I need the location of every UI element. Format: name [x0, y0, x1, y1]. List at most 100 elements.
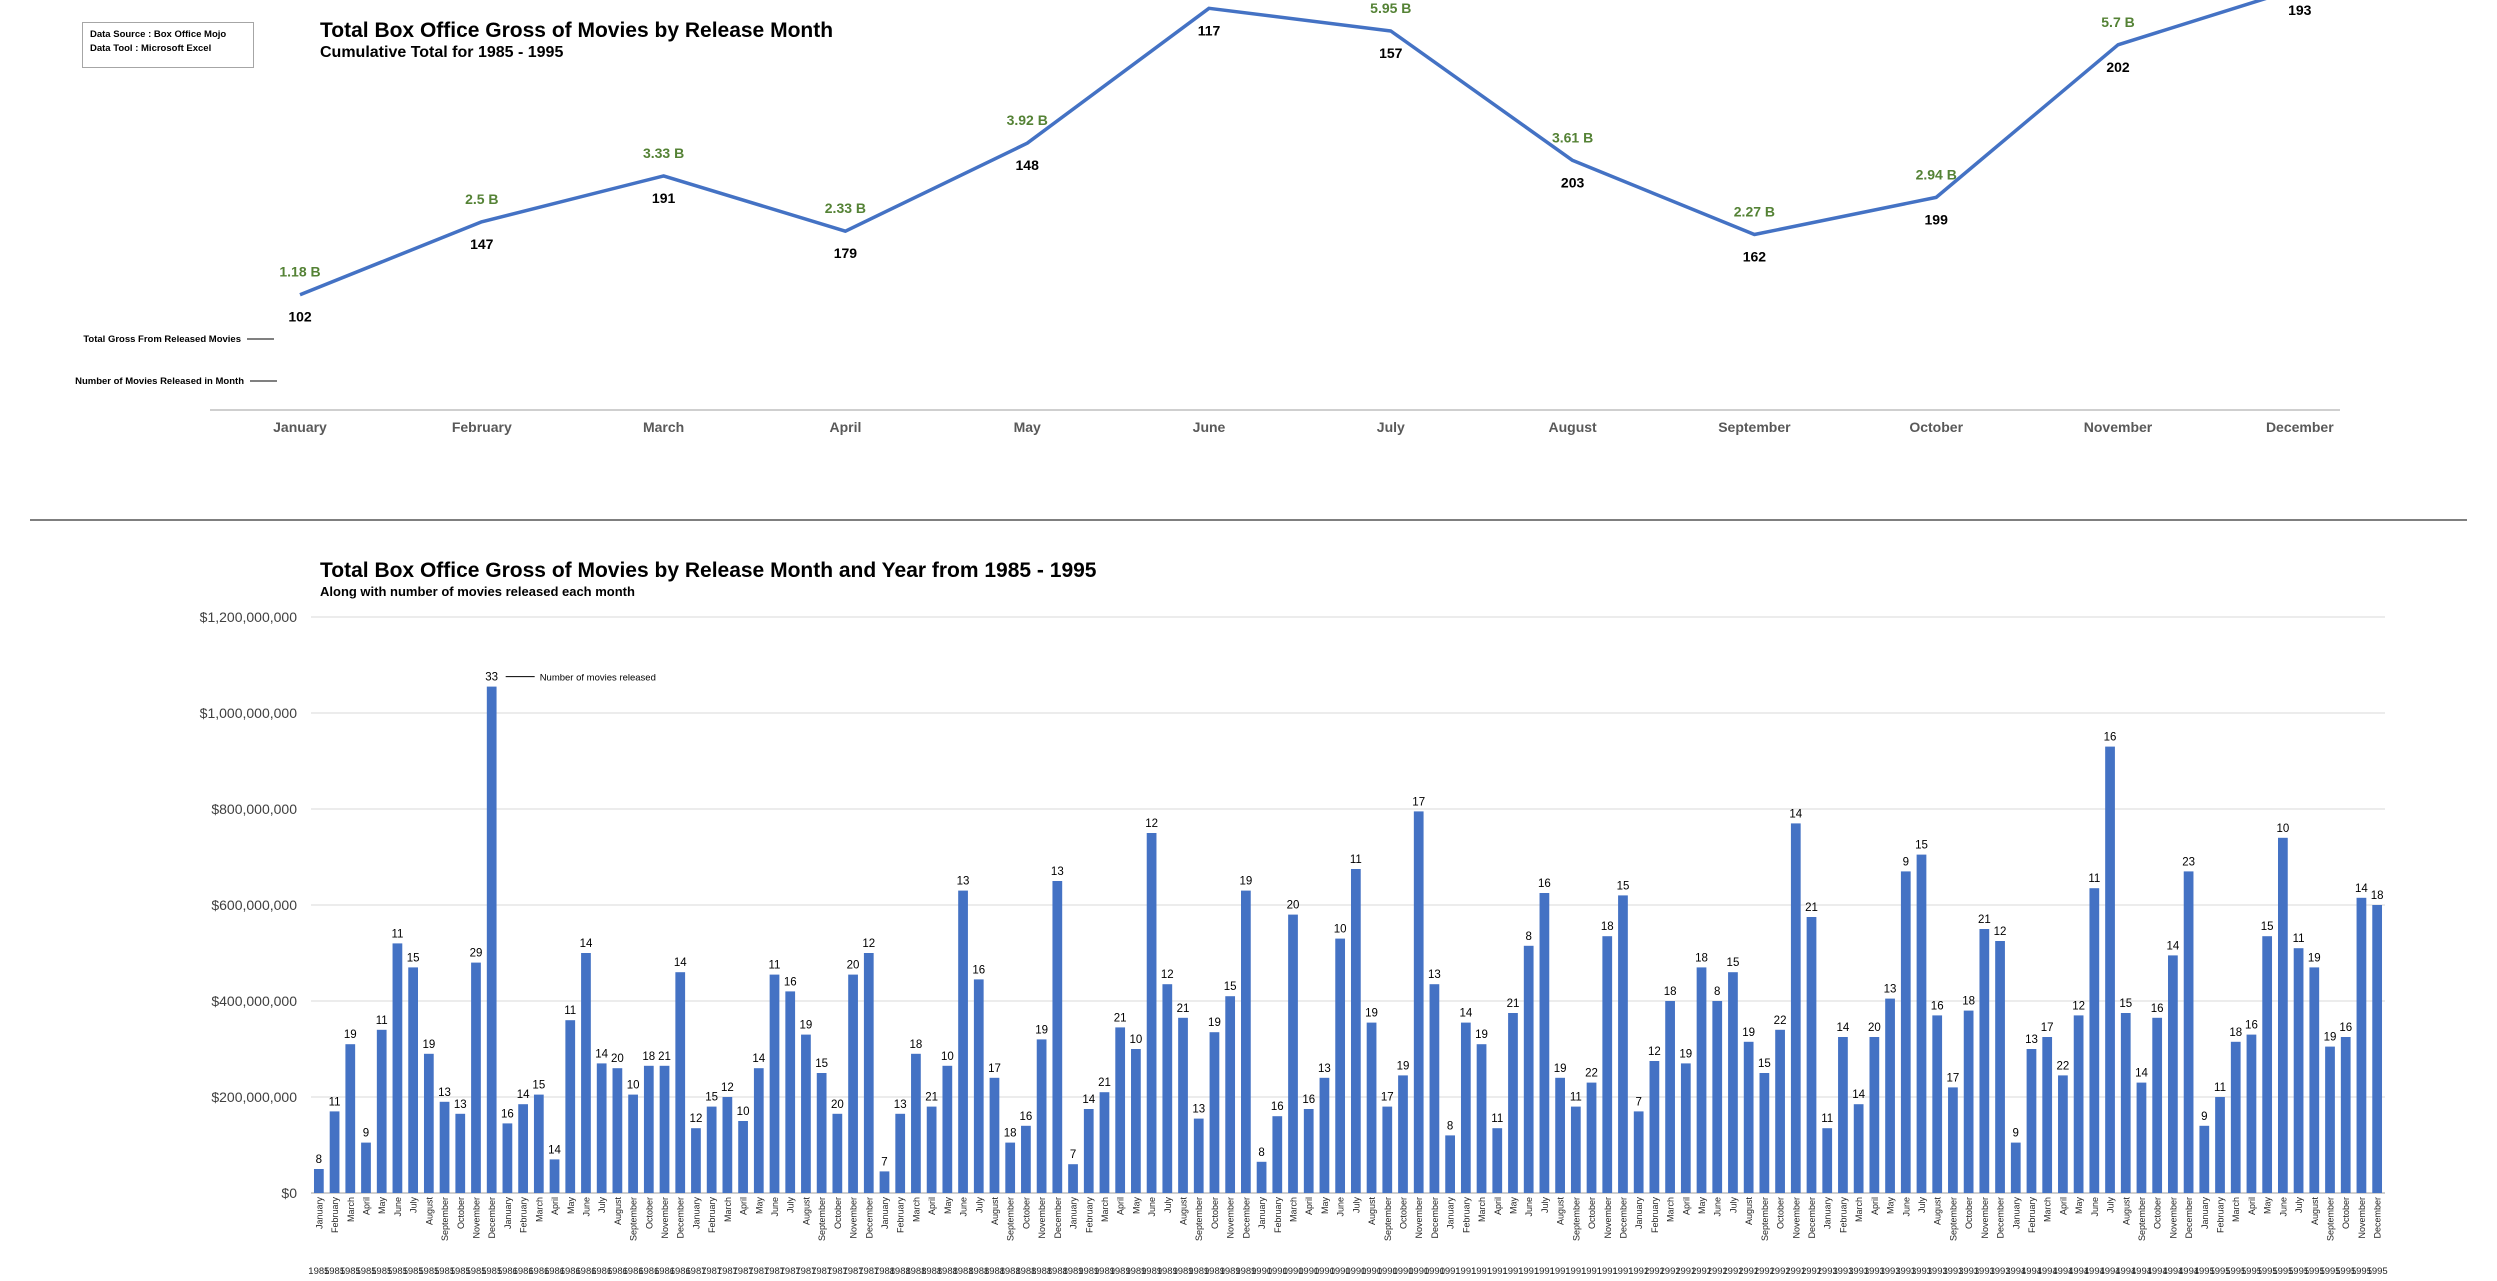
bar-count-label: 20	[1287, 900, 1300, 912]
x-year-label: 1995	[2209, 1266, 2230, 1277]
bar-count-label: 12	[721, 1082, 734, 1094]
x-year-label: 1993	[1895, 1266, 1916, 1277]
bar	[958, 890, 968, 1193]
bar	[1963, 1010, 1974, 1193]
bar	[1712, 1001, 1723, 1193]
bar	[1916, 854, 1927, 1193]
bar	[2073, 1015, 2084, 1193]
bar-count-label: 13	[454, 1099, 467, 1111]
x-year-label: 1994	[2131, 1266, 2152, 1277]
bar	[2356, 897, 2367, 1193]
bar	[1618, 895, 1628, 1193]
x-tick-label: March	[643, 419, 684, 435]
x-month-label: September	[2137, 1197, 2147, 1241]
bar	[1209, 1032, 1220, 1193]
x-year-label: 1988	[968, 1266, 989, 1277]
x-year-label: 1993	[1942, 1266, 1963, 1277]
x-year-label: 1989	[1062, 1266, 1083, 1277]
x-month-label: January	[1823, 1197, 1833, 1230]
x-year-label: 1991	[1518, 1266, 1539, 1277]
x-month-label: December	[1807, 1197, 1817, 1239]
bar	[1178, 1017, 1188, 1193]
x-year-label: 1994	[2147, 1266, 2168, 1277]
x-month-label: September	[440, 1197, 450, 1241]
bar	[2120, 1013, 2131, 1193]
x-month-label: October	[644, 1197, 654, 1229]
x-year-label: 1991	[1565, 1266, 1586, 1277]
x-month-label: July	[1728, 1197, 1738, 1214]
bar	[361, 1142, 371, 1193]
gross-data-label: 3.92 B	[1007, 112, 1048, 128]
bar	[1602, 936, 1613, 1193]
bar	[1900, 871, 1911, 1193]
x-month-label: October	[1398, 1197, 1408, 1229]
x-year-label: 1991	[1597, 1266, 1618, 1277]
x-year-label: 1990	[1377, 1266, 1398, 1277]
bar-count-label: 18	[1664, 986, 1677, 998]
x-year-label: 1988	[890, 1266, 911, 1277]
bar-count-label: 11	[1491, 1113, 1503, 1125]
bar	[1146, 833, 1157, 1193]
x-year-label: 1993	[1927, 1266, 1948, 1277]
x-year-label: 1986	[607, 1266, 628, 1277]
x-year-label: 1987	[764, 1266, 785, 1277]
bar	[1523, 945, 1534, 1193]
x-month-label: June	[2090, 1197, 2100, 1217]
bar-chart-subtitle: Along with number of movies released eac…	[320, 584, 635, 599]
y-tick-label: $400,000,000	[211, 993, 297, 1009]
x-month-label: February	[330, 1197, 340, 1234]
bar-count-label: 21	[925, 1092, 938, 1104]
x-year-label: 1991	[1440, 1266, 1461, 1277]
bar-count-label: 16	[784, 976, 797, 988]
bar-count-label: 17	[1947, 1072, 1960, 1084]
x-year-label: 1987	[733, 1266, 754, 1277]
x-year-label: 1992	[1707, 1266, 1728, 1277]
x-year-label: 1988	[1015, 1266, 1036, 1277]
x-month-label: November	[1980, 1197, 1990, 1239]
bar-count-label: 11	[2293, 933, 2305, 945]
bar-count-label: 18	[1601, 921, 1614, 933]
movie-count-label: 199	[1925, 211, 1949, 227]
x-month-label: December	[1241, 1197, 1251, 1239]
bar-count-label: 20	[1868, 1022, 1881, 1034]
bar	[1099, 1092, 1110, 1193]
bar	[1822, 1128, 1833, 1193]
bar	[455, 1113, 466, 1193]
bar	[1680, 1063, 1691, 1193]
x-tick-label: May	[1014, 419, 1041, 435]
bar	[1665, 1001, 1675, 1193]
x-year-label: 1992	[1785, 1266, 1806, 1277]
bar	[1806, 917, 1817, 1193]
bar	[612, 1068, 623, 1193]
x-year-label: 1995	[2351, 1266, 2372, 1277]
gross-data-label: 1.18 B	[279, 264, 320, 280]
x-year-label: 1985	[308, 1266, 329, 1277]
bar	[1649, 1061, 1660, 1193]
bar-count-label: 16	[1538, 878, 1551, 890]
bar-count-label: 14	[1789, 808, 1802, 820]
bar-count-label: 22	[1585, 1068, 1598, 1080]
x-year-label: 1989	[1188, 1266, 1209, 1277]
x-year-label: 1990	[1267, 1266, 1288, 1277]
x-month-label: January	[691, 1197, 701, 1230]
x-month-label: November	[1603, 1197, 1613, 1239]
x-year-label: 1995	[2288, 1266, 2309, 1277]
x-year-label: 1993	[1989, 1266, 2010, 1277]
x-tick-label: February	[452, 419, 512, 435]
bar-count-label: 20	[831, 1099, 844, 1111]
x-month-label: October	[2153, 1197, 2163, 1229]
x-month-label: November	[660, 1197, 670, 1239]
bar	[533, 1094, 544, 1193]
bar-count-label: 16	[972, 964, 985, 976]
x-month-label: December	[1053, 1197, 1063, 1239]
x-month-label: September	[1383, 1197, 1393, 1241]
bar	[1932, 1015, 1943, 1193]
line-chart: January 1.18 B 102 February 2.5 B 147 March 3.3…	[75, 0, 2340, 435]
bar-count-label: 11	[391, 928, 403, 940]
x-year-label: 1985	[481, 1266, 502, 1277]
bar	[2293, 948, 2304, 1193]
x-year-label: 1987	[811, 1266, 832, 1277]
bar	[738, 1121, 748, 1193]
x-year-label: 1988	[952, 1266, 973, 1277]
bar-count-label: 19	[1239, 876, 1252, 888]
